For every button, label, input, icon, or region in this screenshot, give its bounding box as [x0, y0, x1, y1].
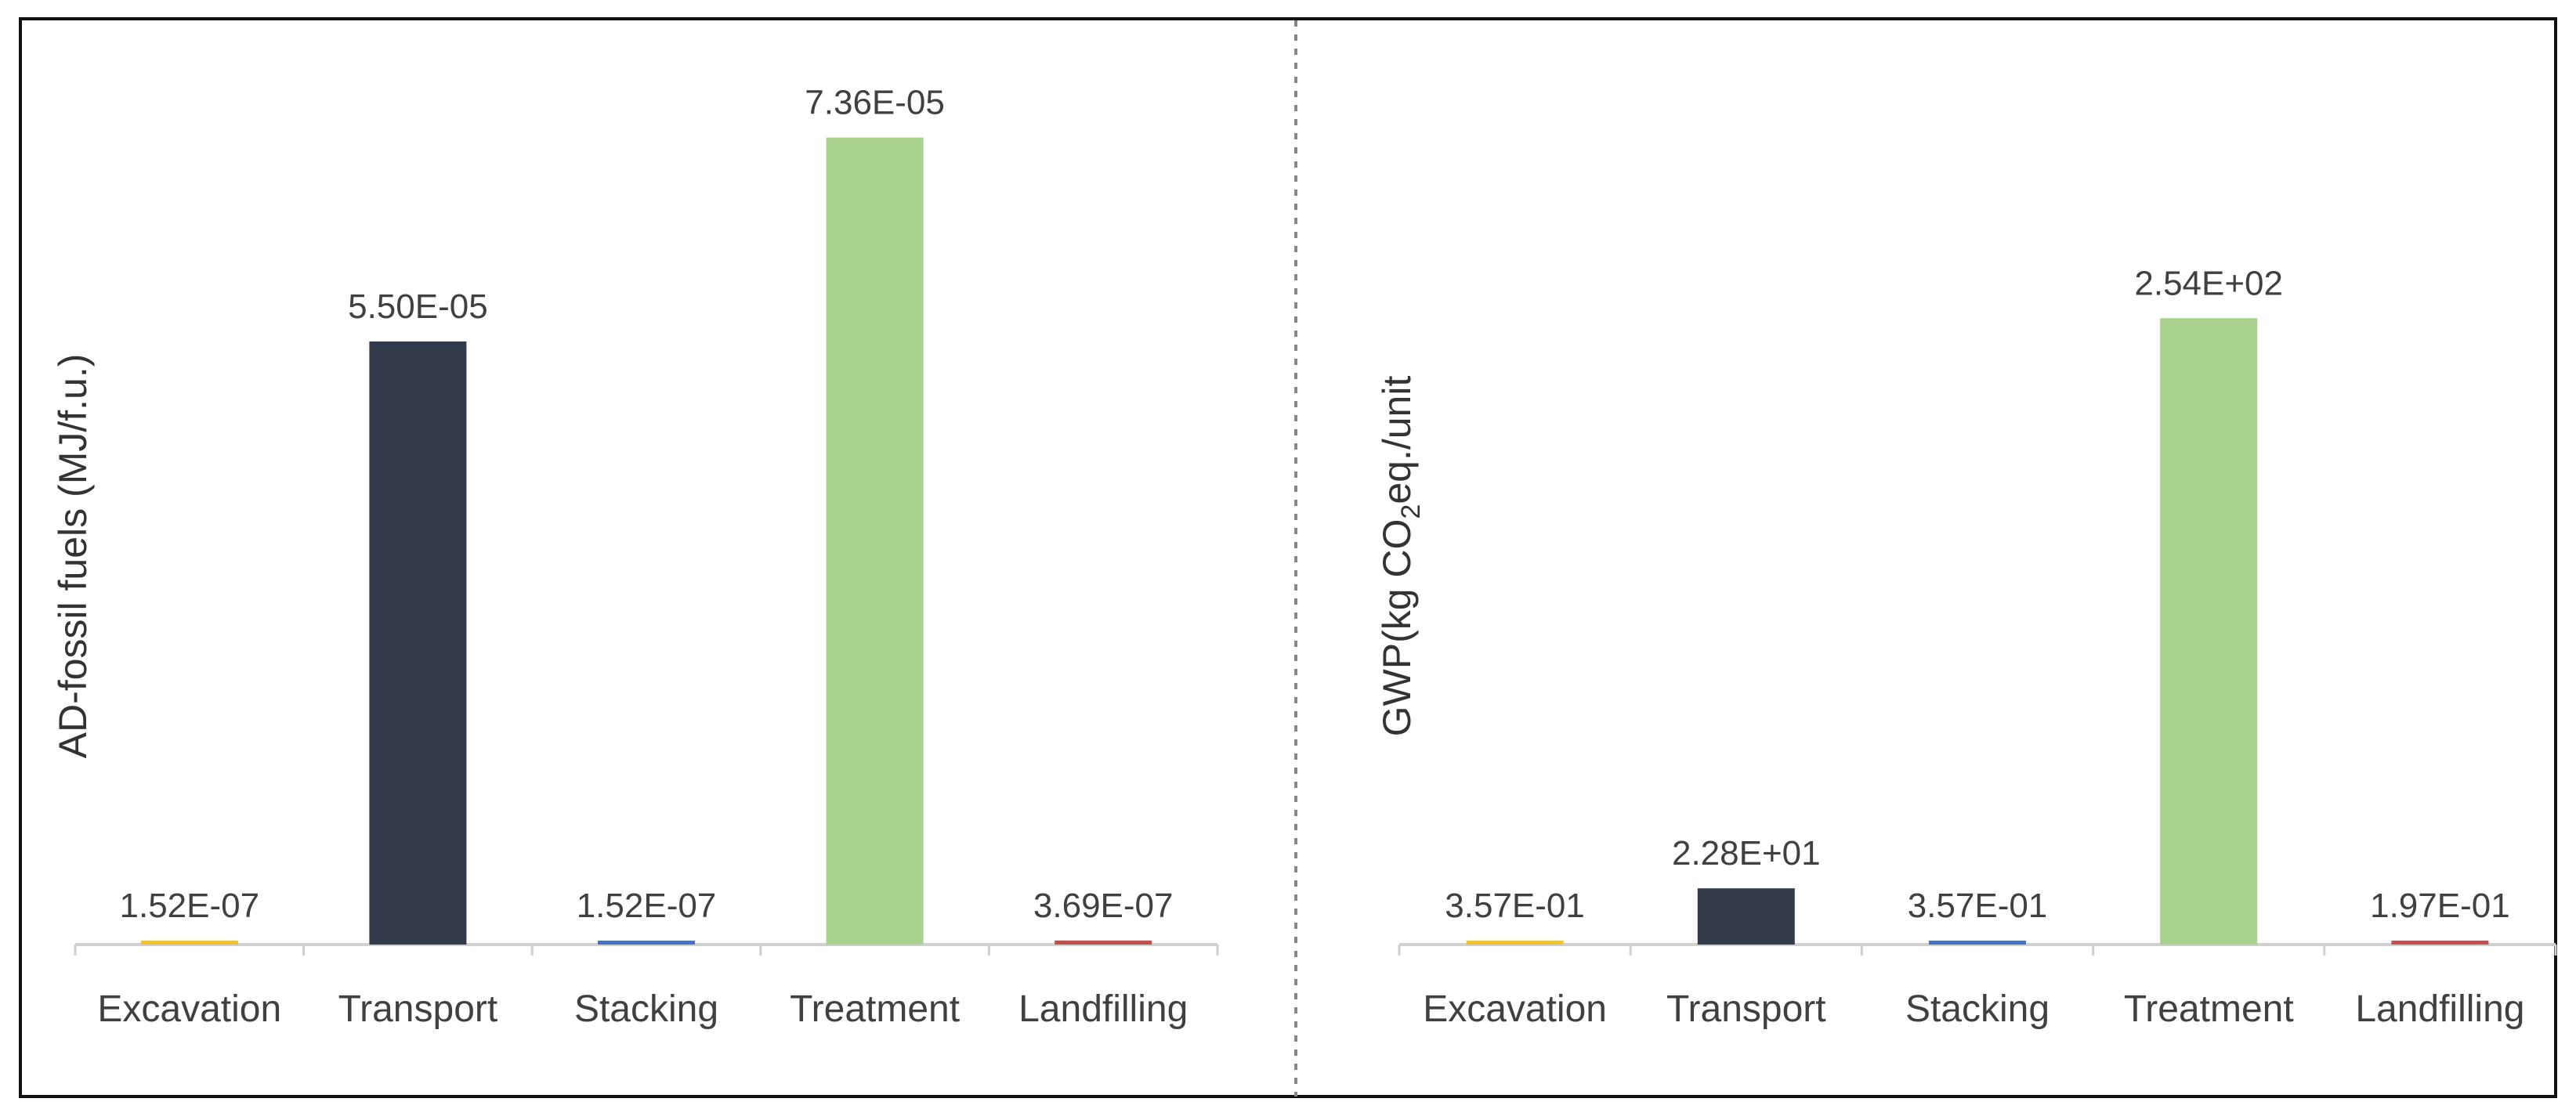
- figure-frame: [19, 17, 2557, 1098]
- category-tick-label: Stacking: [574, 988, 718, 1030]
- bar: [2391, 941, 2489, 945]
- data-label: 1.97E-01: [2370, 887, 2510, 925]
- bar: [369, 341, 467, 945]
- bar: [1466, 941, 1564, 945]
- data-label: 7.36E-05: [805, 84, 945, 122]
- y-axis-title-right-part1: GWP(kg CO: [1375, 519, 1419, 737]
- category-tick-label: Excavation: [1423, 988, 1607, 1030]
- bar: [826, 137, 924, 945]
- bar: [598, 941, 695, 945]
- category-tick-label: Excavation: [97, 988, 281, 1030]
- data-label: 2.28E+01: [1672, 834, 1821, 873]
- category-tick-label: Transport: [338, 988, 498, 1030]
- chart-gwp: 3.57E-01 Excavation 2.28E+01 Transport 3.57E…: [1398, 264, 2557, 1030]
- category-tick-label: Treatment: [790, 988, 960, 1030]
- data-label: 3.69E-07: [1033, 887, 1174, 925]
- bar: [1929, 941, 2026, 945]
- y-axis-title-right-part2: eq./unit: [1375, 376, 1419, 504]
- category-tick-label: Stacking: [1905, 988, 2050, 1030]
- data-label: 2.54E+02: [2134, 264, 2283, 302]
- y-axis-title-left: AD-fossil fuels (MJ/f.u.): [51, 354, 95, 759]
- data-label: 5.50E-05: [348, 287, 488, 326]
- category-tick-label: Transport: [1666, 988, 1826, 1030]
- y-axis-title-right-subscript: 2: [1396, 504, 1426, 519]
- bar: [140, 941, 238, 945]
- data-label: 3.57E-01: [1445, 887, 1585, 925]
- data-label: 1.52E-07: [120, 887, 260, 925]
- data-label: 3.57E-01: [1908, 887, 2048, 925]
- bar: [2160, 318, 2258, 945]
- data-label: 1.52E-07: [577, 887, 717, 925]
- category-tick-label: Treatment: [2124, 988, 2294, 1030]
- chart-ad-fossil-fuels: 1.52E-07 Excavation 5.50E-05 Transport 1.52E…: [74, 84, 1219, 1030]
- bar: [1697, 888, 1795, 945]
- bar: [1055, 940, 1152, 945]
- category-tick-label: Landfilling: [1018, 988, 1188, 1030]
- y-axis-title-right: GWP(kg CO2eq./unit: [1375, 376, 1426, 737]
- category-tick-label: Landfilling: [2355, 988, 2524, 1030]
